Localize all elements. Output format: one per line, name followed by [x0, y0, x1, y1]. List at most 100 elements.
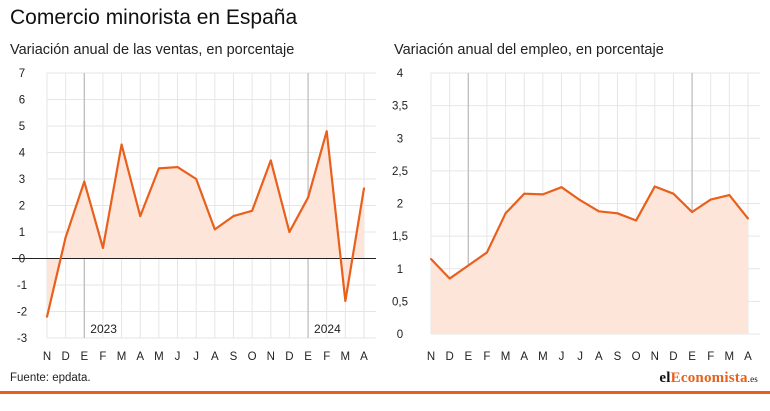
- employment-data-point: [653, 185, 656, 188]
- employment-area: [431, 186, 748, 334]
- sales-data-point: [176, 166, 179, 169]
- employment-xtick-label: M: [501, 351, 511, 363]
- employment-ytick-label: 2: [397, 199, 403, 211]
- sales-data-point: [307, 196, 310, 199]
- sales-xtick-label: F: [99, 351, 106, 363]
- sales-ytick-label: 0: [19, 254, 25, 266]
- employment-xtick-label: S: [614, 351, 622, 363]
- employment-data-point: [672, 192, 675, 195]
- sales-xtick-label: E: [80, 351, 88, 363]
- sales-data-point: [269, 159, 272, 162]
- source-note: Fuente: epdata.: [10, 372, 91, 384]
- sales-xtick-label: A: [136, 351, 144, 363]
- sales-data-point: [288, 231, 291, 233]
- sales-xtick-label: M: [154, 351, 164, 363]
- employment-xtick-label: N: [427, 351, 435, 363]
- sales-data-point: [251, 209, 254, 212]
- sales-data-point: [157, 167, 160, 170]
- sales-ytick-label: 3: [19, 174, 25, 186]
- sales-ytick-label: 6: [19, 95, 25, 107]
- sales-ytick-label: -1: [17, 280, 27, 292]
- sales-data-point: [213, 228, 216, 231]
- sales-data-point: [101, 246, 104, 249]
- employment-data-point: [597, 210, 600, 213]
- employment-series-line: [430, 185, 749, 280]
- sales-xtick-label: D: [285, 351, 293, 363]
- sales-year-label: 2023: [90, 322, 117, 336]
- employment-xtick-label: D: [669, 351, 677, 363]
- employment-xtick-label: F: [483, 351, 490, 363]
- employment-xtick-label: N: [651, 351, 659, 363]
- employment-xtick-label: E: [688, 351, 696, 363]
- employment-data-point: [523, 192, 526, 195]
- sales-xtick-label: J: [175, 351, 181, 363]
- sales-xtick-label: J: [193, 351, 199, 363]
- employment-xtick-label: M: [725, 351, 735, 363]
- sales-xtick-label: N: [267, 351, 275, 363]
- sales-data-point: [363, 187, 365, 190]
- employment-xtick-label: A: [744, 351, 752, 363]
- chart-sales-title: Variación anual de las ventas, en porcen…: [10, 42, 295, 58]
- employment-xtick-label: M: [538, 351, 548, 363]
- employment-data-point: [616, 212, 619, 215]
- sales-data-point: [325, 130, 328, 133]
- employment-xtick-label: A: [595, 351, 603, 363]
- sales-series-line: [45, 130, 366, 318]
- chart-employment-title: Variación anual del empleo, en porcentaj…: [394, 42, 664, 58]
- employment-data-point: [747, 217, 749, 220]
- sales-ytick-label: -2: [17, 307, 27, 319]
- sales-data-point: [195, 178, 198, 180]
- page-title: Comercio minorista en España: [10, 6, 298, 29]
- sales-area: [47, 131, 364, 317]
- employment-xtick-label: O: [632, 351, 641, 363]
- employment-ytick-label: 1,5: [392, 231, 408, 243]
- sales-ytick-label: 2: [19, 201, 25, 213]
- employment-xtick-label: J: [577, 351, 583, 363]
- sales-ytick-label: -3: [17, 333, 27, 345]
- employment-xtick-label: D: [445, 351, 453, 363]
- sales-data-point: [83, 180, 86, 183]
- sales-ytick-label: 1: [19, 227, 25, 239]
- sales-year-label: 2024: [314, 322, 341, 336]
- employment-data-point: [448, 277, 451, 280]
- employment-ytick-label: 3,5: [392, 101, 408, 113]
- employment-data-point: [709, 198, 712, 201]
- sales-data-point: [232, 215, 235, 218]
- eleconomista-logo: elEconomista.es: [659, 370, 758, 386]
- sales-xtick-label: A: [211, 351, 219, 363]
- sales-xtick-label: F: [323, 351, 330, 363]
- sales-xtick-label: M: [117, 351, 127, 363]
- employment-xtick-label: F: [707, 351, 714, 363]
- sales-data-point: [46, 315, 48, 318]
- sales-ytick-label: 5: [19, 121, 25, 133]
- footer-accent-bar: [0, 391, 770, 394]
- employment-xtick-label: A: [520, 351, 528, 363]
- employment-data-point: [635, 219, 638, 222]
- employment-ytick-label: 0,5: [392, 296, 408, 308]
- employment-ytick-label: 3: [397, 133, 403, 145]
- sales-ytick-label: 7: [19, 68, 25, 80]
- employment-data-point: [579, 199, 582, 202]
- employment-ytick-label: 0: [397, 329, 403, 341]
- employment-data-point: [485, 251, 488, 254]
- sales-xtick-label: A: [360, 351, 368, 363]
- employment-data-point: [560, 186, 563, 189]
- employment-ytick-label: 2,5: [392, 166, 408, 178]
- sales-xtick-label: D: [61, 351, 69, 363]
- sales-data-point: [120, 143, 123, 146]
- employment-data-point: [504, 212, 507, 215]
- employment-data-point: [728, 194, 731, 197]
- sales-xtick-label: O: [248, 351, 257, 363]
- sales-data-point: [64, 236, 67, 239]
- employment-data-point: [541, 193, 544, 196]
- employment-ytick-label: 1: [397, 264, 403, 276]
- employment-data-point: [430, 257, 432, 260]
- sales-data-point: [344, 299, 347, 302]
- sales-ytick-label: 4: [19, 148, 26, 160]
- sales-data-point: [139, 215, 142, 218]
- employment-data-point: [467, 264, 470, 267]
- sales-xtick-label: M: [341, 351, 351, 363]
- employment-xtick-label: J: [559, 351, 565, 363]
- employment-ytick-label: 4: [397, 68, 404, 80]
